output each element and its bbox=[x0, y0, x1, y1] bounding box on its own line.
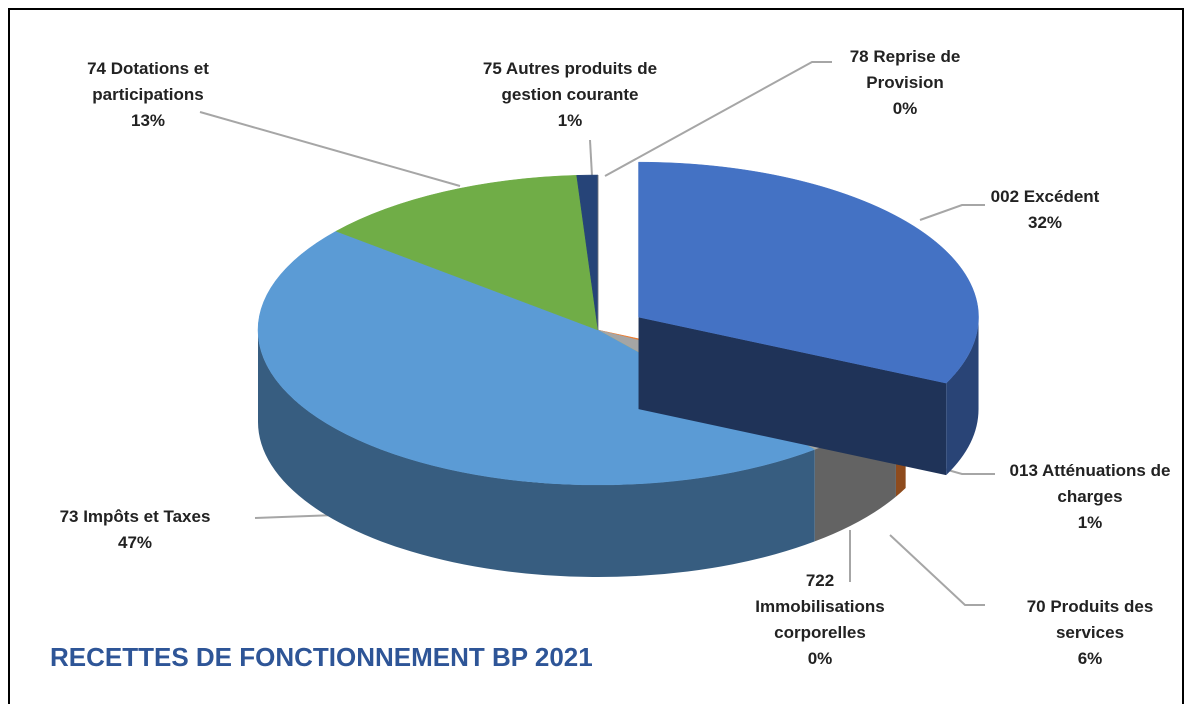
label-name: 78 Reprise de Provision bbox=[849, 47, 961, 92]
data-label: 73 Impôts et Taxes 47% bbox=[25, 504, 245, 556]
slice-side bbox=[946, 317, 979, 476]
label-value: 1% bbox=[1077, 513, 1103, 532]
data-label: 75 Autres produits de gestion courante 1% bbox=[470, 56, 670, 134]
data-label: 722 Immobilisations corporelles 0% bbox=[748, 568, 893, 672]
label-value: 1% bbox=[557, 111, 583, 130]
data-label: 002 Excédent 32% bbox=[960, 184, 1130, 236]
data-label: 78 Reprise de Provision 0% bbox=[835, 44, 975, 122]
label-value: 13% bbox=[130, 111, 166, 130]
leader-line bbox=[199, 111, 461, 187]
leader-lines bbox=[199, 61, 995, 606]
label-name: 74 Dotations et participations bbox=[87, 59, 209, 104]
pie-slice bbox=[257, 230, 816, 486]
data-label: 74 Dotations et participations 13% bbox=[68, 56, 228, 134]
leader-line bbox=[589, 139, 593, 177]
leader-line bbox=[254, 514, 337, 519]
label-value: 0% bbox=[807, 649, 833, 668]
leader-line bbox=[604, 61, 832, 177]
slice-cut-face bbox=[638, 317, 947, 476]
chart-title: RECETTES DE FONCTIONNEMENT BP 2021 bbox=[50, 642, 593, 672]
label-value: 47% bbox=[117, 533, 153, 552]
slice-side bbox=[258, 330, 815, 577]
label-name: 013 Atténuations de charges bbox=[1009, 461, 1171, 506]
label-value: 6% bbox=[1077, 649, 1103, 668]
data-label: 013 Atténuations de charges 1% bbox=[995, 458, 1185, 536]
frame bbox=[8, 8, 1184, 704]
label-name: 73 Impôts et Taxes bbox=[59, 507, 211, 526]
pie-slice bbox=[335, 175, 599, 331]
label-name: 70 Produits des services bbox=[1026, 597, 1154, 642]
leader-line bbox=[919, 204, 985, 221]
label-value: 32% bbox=[1027, 213, 1063, 232]
label-name: 722 Immobilisations corporelles bbox=[755, 571, 885, 642]
leader-line bbox=[889, 534, 985, 606]
data-label: 70 Produits des services 6% bbox=[1010, 594, 1170, 672]
label-name: 002 Excédent bbox=[990, 187, 1100, 206]
pie-slice bbox=[638, 161, 979, 384]
label-value: 0% bbox=[892, 99, 918, 118]
label-name: 75 Autres produits de gestion courante bbox=[482, 59, 658, 104]
